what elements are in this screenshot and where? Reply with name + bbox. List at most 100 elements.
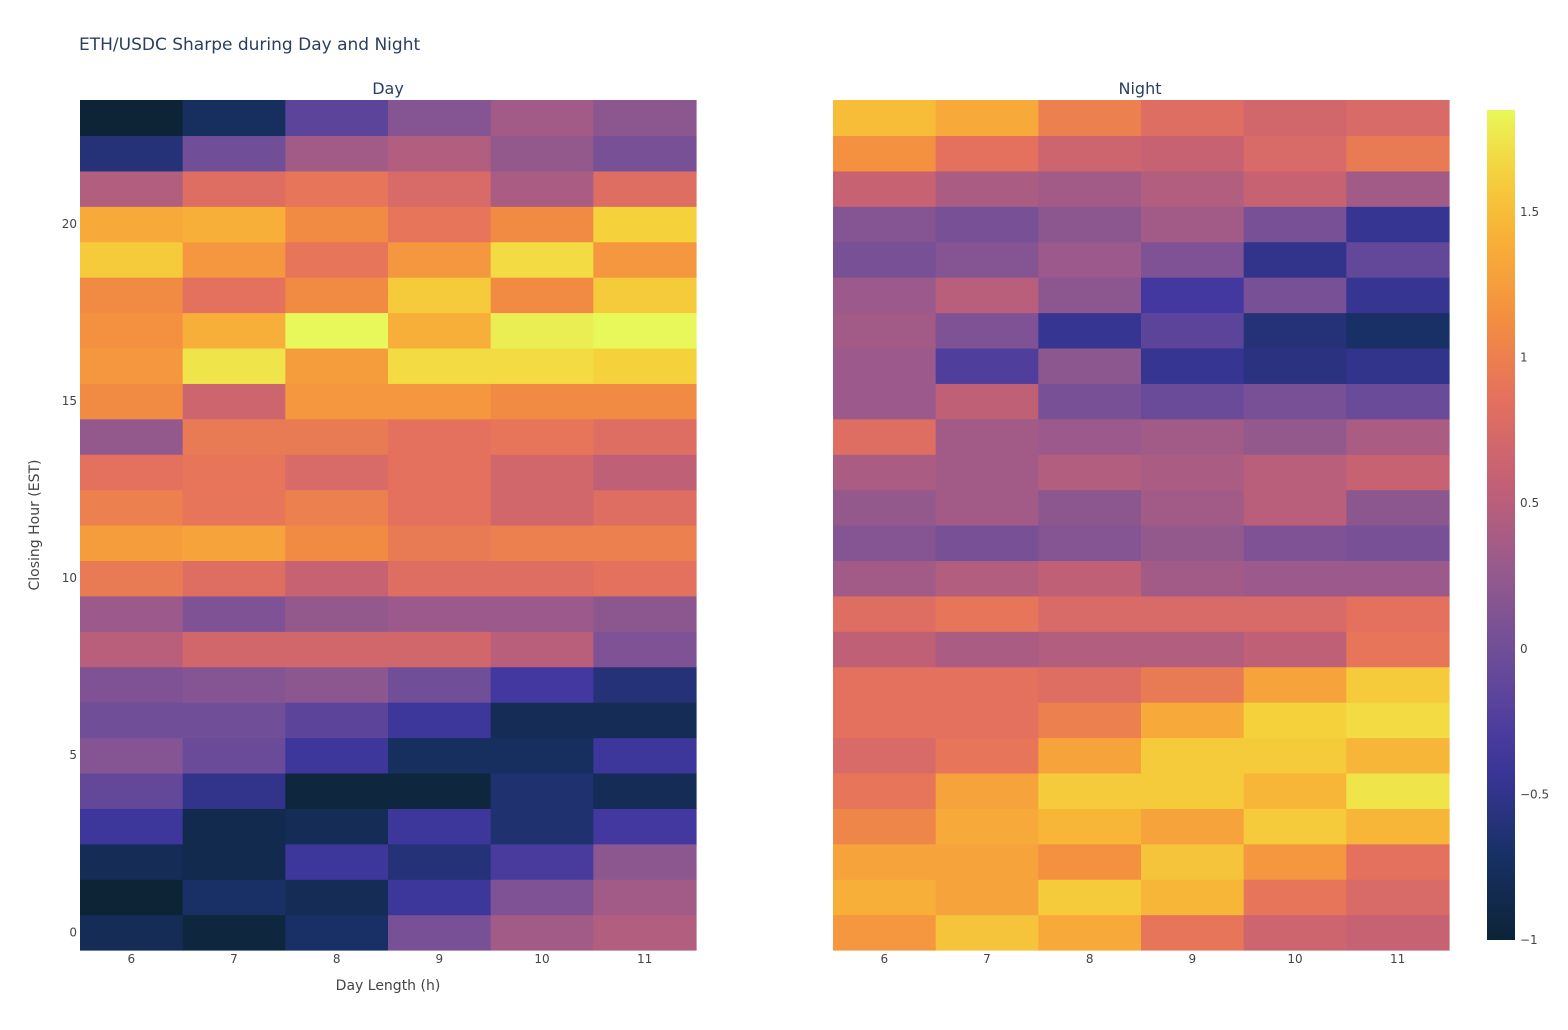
heatmap-cell bbox=[182, 772, 286, 809]
heatmap-cell bbox=[833, 383, 937, 420]
y-tick-label: 20 bbox=[62, 217, 77, 231]
heatmap-cell bbox=[1141, 135, 1245, 172]
heatmap-cell bbox=[935, 843, 1039, 880]
heatmap-cell bbox=[1038, 843, 1142, 880]
y-axis-ticks: 0 5 10 15 20 bbox=[62, 217, 77, 939]
heatmap-cell bbox=[935, 312, 1039, 349]
heatmap-cell bbox=[833, 843, 937, 880]
heatmap-cell bbox=[285, 347, 389, 384]
heatmap-cell bbox=[285, 454, 389, 491]
heatmap-cell bbox=[80, 525, 184, 562]
heatmap-cell bbox=[593, 702, 697, 739]
heatmap-cell bbox=[1243, 454, 1347, 491]
heatmap-cell bbox=[593, 135, 697, 172]
heatmap-cell bbox=[490, 560, 594, 597]
heatmap-cell bbox=[80, 312, 184, 349]
heatmap-cell bbox=[80, 489, 184, 526]
heatmap-cell bbox=[182, 808, 286, 845]
heatmap-cell bbox=[80, 702, 184, 739]
heatmap-cell bbox=[80, 595, 184, 632]
heatmap-cell bbox=[935, 666, 1039, 703]
heatmap-cell bbox=[1141, 312, 1245, 349]
heatmap-cell bbox=[1141, 666, 1245, 703]
heatmap-cell bbox=[1243, 702, 1347, 739]
heatmap-cell bbox=[388, 737, 492, 774]
heatmap-cell bbox=[1243, 206, 1347, 243]
heatmap-cell bbox=[593, 843, 697, 880]
heatmap-day bbox=[80, 100, 697, 951]
heatmap-cell bbox=[388, 560, 492, 597]
heatmap-cell bbox=[1243, 489, 1347, 526]
heatmap-cell bbox=[80, 454, 184, 491]
heatmap-cell bbox=[1346, 666, 1450, 703]
heatmap-cell bbox=[182, 489, 286, 526]
heatmap-cell bbox=[1038, 879, 1142, 916]
heatmap-cell bbox=[1243, 135, 1347, 172]
heatmap-cell bbox=[388, 170, 492, 207]
heatmap-cell bbox=[388, 206, 492, 243]
heatmap-cell bbox=[1141, 277, 1245, 314]
heatmap-cell bbox=[285, 666, 389, 703]
heatmap-cell bbox=[1038, 702, 1142, 739]
colorbar bbox=[1487, 110, 1515, 940]
heatmap-cell bbox=[833, 737, 937, 774]
heatmap-cell bbox=[1346, 347, 1450, 384]
heatmap-cell bbox=[935, 772, 1039, 809]
heatmap-cell bbox=[490, 347, 594, 384]
heatmap-cell bbox=[1038, 666, 1142, 703]
heatmap-cell bbox=[80, 206, 184, 243]
heatmap-cell bbox=[593, 170, 697, 207]
heatmap-cell bbox=[80, 100, 184, 137]
heatmap-cell bbox=[1346, 560, 1450, 597]
heatmap-cell bbox=[1141, 100, 1245, 137]
heatmap-cell bbox=[833, 170, 937, 207]
heatmap-cell bbox=[1038, 595, 1142, 632]
heatmap-cell bbox=[593, 879, 697, 916]
heatmap-cell bbox=[388, 772, 492, 809]
heatmap-cell bbox=[80, 666, 184, 703]
heatmap-cell bbox=[935, 525, 1039, 562]
heatmap-cell bbox=[833, 489, 937, 526]
heatmap-cell bbox=[935, 631, 1039, 668]
heatmap-cell bbox=[593, 241, 697, 278]
heatmap-cell bbox=[388, 135, 492, 172]
heatmap-cell bbox=[285, 489, 389, 526]
heatmap-cell bbox=[388, 879, 492, 916]
heatmap-cell bbox=[285, 737, 389, 774]
heatmap-cell bbox=[833, 454, 937, 491]
heatmap-cell bbox=[388, 666, 492, 703]
heatmap-cell bbox=[833, 525, 937, 562]
heatmap-cell bbox=[182, 666, 286, 703]
colorbar-ticks: −1 −0.5 0 0.5 1 1.5 bbox=[1520, 205, 1549, 947]
heatmap-cell bbox=[593, 100, 697, 137]
heatmap-cell bbox=[1038, 914, 1142, 951]
x-tick-label: 6 bbox=[881, 952, 889, 966]
heatmap-cell bbox=[593, 206, 697, 243]
heatmap-cell bbox=[490, 843, 594, 880]
heatmap-cell bbox=[1038, 383, 1142, 420]
heatmap-cell bbox=[593, 631, 697, 668]
heatmap-cell bbox=[1038, 170, 1142, 207]
heatmap-cell bbox=[388, 347, 492, 384]
heatmap-cell bbox=[1243, 879, 1347, 916]
heatmap-cell bbox=[833, 702, 937, 739]
heatmap-cell bbox=[490, 702, 594, 739]
heatmap-cell bbox=[1346, 737, 1450, 774]
heatmap-cell bbox=[1346, 383, 1450, 420]
heatmap-cell bbox=[388, 383, 492, 420]
heatmap-cell bbox=[1038, 525, 1142, 562]
heatmap-cell bbox=[1141, 347, 1245, 384]
heatmap-cell bbox=[388, 702, 492, 739]
heatmap-cell bbox=[182, 206, 286, 243]
heatmap-cell bbox=[1243, 595, 1347, 632]
heatmap-cell bbox=[388, 525, 492, 562]
heatmap-cell bbox=[593, 808, 697, 845]
heatmap-cell bbox=[935, 383, 1039, 420]
heatmap-cell bbox=[490, 666, 594, 703]
heatmap-cell bbox=[935, 879, 1039, 916]
heatmap-cell bbox=[285, 277, 389, 314]
heatmap-cell bbox=[490, 383, 594, 420]
y-tick-label: 5 bbox=[69, 748, 77, 762]
heatmap-cell bbox=[1141, 489, 1245, 526]
heatmap-cell bbox=[1141, 525, 1245, 562]
